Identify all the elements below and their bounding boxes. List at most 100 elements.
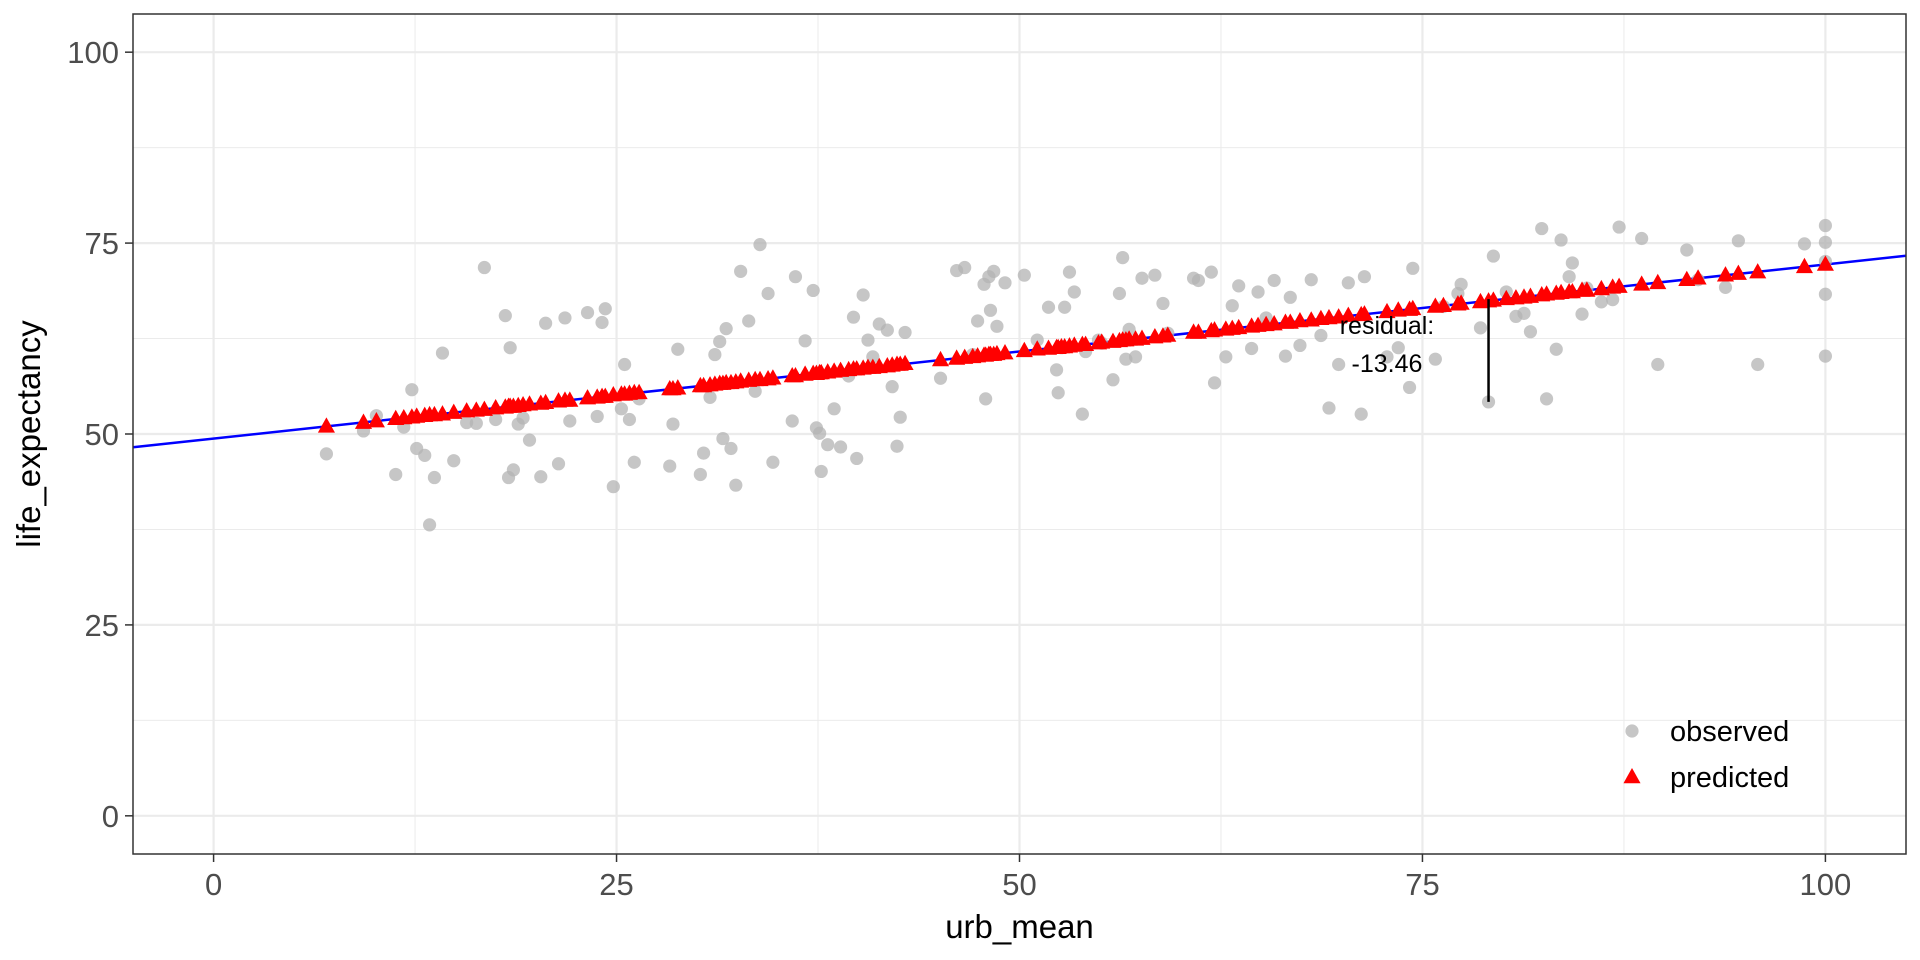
observed-point	[933, 371, 948, 385]
observed-point	[1051, 386, 1065, 400]
observed-point	[489, 412, 503, 427]
observed-point	[1341, 276, 1355, 290]
predicted-point	[1093, 333, 1111, 349]
predicted-point	[1339, 306, 1357, 322]
predicted-point	[669, 379, 687, 395]
predicted-point	[1452, 294, 1470, 310]
observed-point	[1818, 349, 1833, 363]
predicted-point	[630, 383, 648, 400]
observed-point	[418, 448, 432, 462]
observed-point	[622, 412, 637, 427]
predicted-point	[1404, 299, 1422, 316]
observed-point	[729, 478, 743, 492]
predicted-point	[1649, 273, 1667, 290]
observed-point	[1473, 321, 1488, 335]
observed-point	[580, 305, 595, 320]
observed-point	[1191, 273, 1206, 288]
observed-point	[435, 346, 450, 360]
observed-point	[1594, 295, 1608, 309]
observed-point	[716, 431, 730, 446]
x-tick-label: 75	[1405, 867, 1439, 902]
y-tick-label: 100	[67, 35, 119, 70]
observed-point	[893, 410, 907, 424]
x-tick-label: 0	[205, 867, 222, 902]
residual-label: residual:	[1340, 312, 1435, 340]
observed-point	[1058, 300, 1072, 314]
observed-point	[516, 411, 530, 425]
observed-point	[1225, 299, 1239, 313]
predicted-point	[764, 369, 782, 385]
predicted-point	[520, 395, 539, 411]
observed-point	[1751, 357, 1765, 372]
observed-point	[522, 433, 537, 447]
observed-point	[1278, 349, 1293, 363]
observed-point	[719, 322, 733, 336]
observed-point	[1797, 237, 1812, 251]
grid	[133, 14, 1906, 854]
predicted-point	[931, 350, 950, 367]
observed-point	[1651, 357, 1665, 372]
observed-point	[885, 380, 899, 394]
observed-point	[742, 314, 756, 328]
observed-point	[1428, 352, 1442, 366]
observed-point	[958, 260, 972, 275]
observed-point	[1402, 380, 1417, 395]
legend-label: predicted	[1670, 762, 1789, 794]
predicted-points	[317, 255, 1834, 433]
observed-point	[880, 323, 894, 337]
y-axis: 0 25 50 75 100	[67, 35, 133, 834]
observed-point	[724, 441, 738, 456]
predicted-point	[1749, 263, 1767, 279]
observed-point	[753, 238, 767, 252]
predicted-point	[1291, 311, 1309, 328]
observed-point	[1207, 376, 1222, 390]
observed-point	[798, 334, 812, 348]
observed-point	[469, 416, 483, 430]
legend-key-observed	[1625, 724, 1639, 738]
observed-point	[1128, 350, 1143, 364]
observed-points	[319, 218, 1833, 532]
observed-point	[761, 286, 775, 301]
legend-label: observed	[1670, 716, 1789, 748]
observed-point	[618, 357, 632, 372]
x-axis: 0 25 50 75 100	[205, 854, 1851, 902]
predicted-point	[996, 344, 1014, 360]
predicted-point	[445, 403, 463, 419]
observed-point	[856, 288, 870, 302]
observed-point	[614, 402, 628, 416]
y-axis-title: life_expectancy	[10, 320, 47, 548]
x-axis-title: urb_mean	[945, 908, 1094, 945]
observed-point	[1116, 251, 1130, 265]
predicted-point	[1133, 329, 1151, 345]
observed-point	[970, 314, 985, 328]
x-tick-label: 50	[1002, 867, 1036, 902]
observed-point	[1454, 277, 1468, 291]
legend-key-predicted	[1623, 768, 1641, 784]
observed-point	[1517, 306, 1531, 320]
y-tick-label: 75	[85, 226, 119, 261]
predicted-point	[1205, 321, 1224, 337]
observed-point	[590, 409, 604, 424]
predicted-point	[354, 413, 373, 429]
observed-point	[813, 426, 827, 440]
observed-point	[1406, 261, 1420, 275]
observed-point	[1041, 300, 1056, 314]
observed-point	[890, 439, 904, 453]
observed-point	[606, 480, 620, 494]
observed-point	[806, 283, 820, 298]
observed-point	[558, 311, 572, 325]
observed-point	[563, 414, 577, 428]
observed-point	[1391, 341, 1405, 355]
observed-point	[979, 392, 993, 406]
observed-point	[477, 260, 491, 275]
observed-point	[1731, 234, 1745, 248]
observed-point	[1067, 285, 1081, 299]
observed-point	[696, 446, 711, 460]
predicted-point	[1015, 341, 1033, 358]
observed-point	[627, 455, 641, 469]
observed-point	[1680, 243, 1694, 257]
observed-point	[666, 417, 680, 431]
observed-point	[551, 457, 566, 471]
observed-point	[1380, 350, 1394, 364]
